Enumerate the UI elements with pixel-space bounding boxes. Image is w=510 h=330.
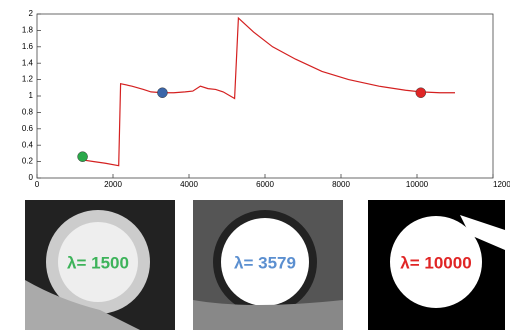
x-tick-label: 2000 <box>104 180 122 189</box>
y-tick-label: 1.6 <box>22 42 34 51</box>
panel-images <box>25 200 505 330</box>
panel-label: λ= 10000 <box>400 253 471 272</box>
panel-label: λ= 1500 <box>67 253 129 272</box>
y-tick-label: 1.2 <box>22 75 34 84</box>
x-tick-label: 6000 <box>256 180 274 189</box>
y-tick-label: 2 <box>29 9 34 18</box>
x-tick-label: 1200 <box>493 180 510 189</box>
data-line <box>82 16 455 167</box>
y-tick-label: 0.6 <box>22 124 34 133</box>
x-tick-label: 10000 <box>406 180 429 189</box>
x-tick-label: 0 <box>35 180 40 189</box>
y-tick-label: 0.4 <box>22 140 34 149</box>
x-tick-label: 4000 <box>180 180 198 189</box>
highlight-point <box>157 87 168 98</box>
y-tick-label: 1 <box>29 91 34 100</box>
y-tick-label: 1.4 <box>22 58 34 67</box>
y-tick-label: 1.8 <box>22 26 34 35</box>
highlight-point <box>415 87 427 98</box>
highlight-point <box>77 151 88 162</box>
y-tick-label: 0 <box>29 173 34 182</box>
panel-label: λ= 3579 <box>234 253 296 272</box>
y-tick-label: 0.2 <box>22 157 34 166</box>
y-tick-label: 0.8 <box>22 108 34 117</box>
x-tick-label: 8000 <box>332 180 350 189</box>
